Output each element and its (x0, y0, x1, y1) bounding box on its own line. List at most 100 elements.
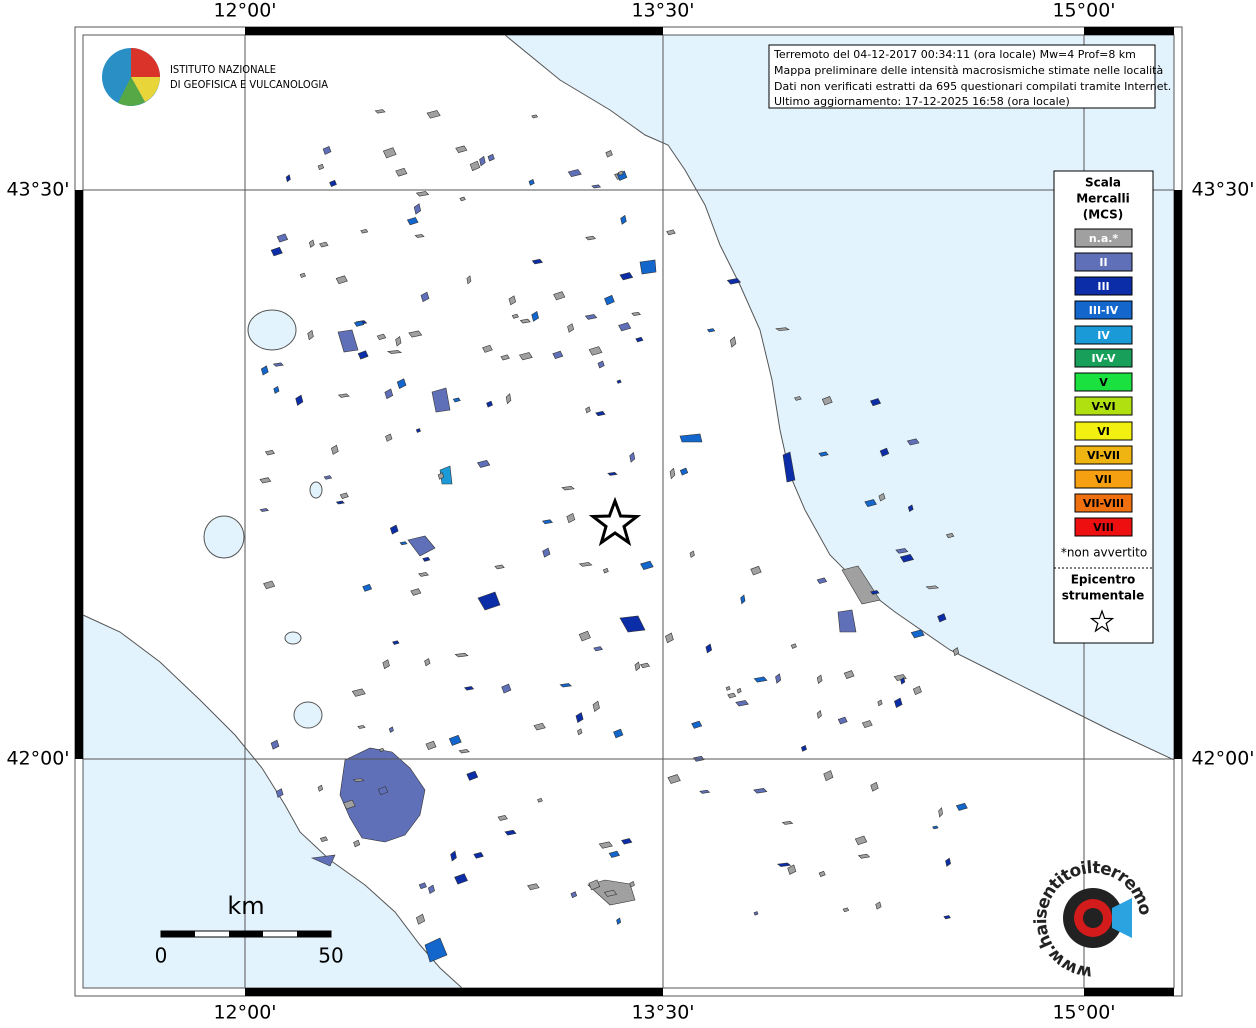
legend-label: III (1097, 280, 1109, 293)
town (408, 330, 423, 338)
lake (293, 701, 323, 729)
scale-end: 50 (318, 944, 343, 968)
frame (74, 26, 1183, 997)
town (603, 889, 618, 897)
town (426, 110, 441, 119)
lon-label: 15°00' (1052, 0, 1115, 22)
legend-swatch (1074, 421, 1133, 441)
town (597, 360, 605, 369)
town (494, 564, 505, 570)
frame-band (1174, 190, 1182, 759)
town (955, 802, 968, 811)
town (561, 485, 575, 491)
town (585, 235, 596, 241)
town (629, 881, 635, 888)
town (634, 661, 641, 672)
town (413, 203, 422, 215)
town (396, 378, 407, 389)
town (319, 836, 328, 843)
town (837, 716, 848, 725)
legend-star (1089, 609, 1115, 633)
town (309, 239, 315, 248)
town (420, 291, 430, 303)
town (285, 174, 291, 183)
town (464, 686, 475, 691)
town (275, 788, 284, 798)
town (310, 854, 336, 867)
town (775, 673, 782, 684)
town (943, 915, 951, 920)
legend-label: VI-VII (1087, 449, 1120, 462)
info-line: Ultimo aggiornamento: 17-12-2025 16:58 (… (774, 95, 1070, 108)
town (843, 670, 855, 679)
town (392, 640, 400, 645)
town (424, 658, 431, 667)
town (794, 396, 802, 401)
legend-label: III-IV (1089, 304, 1119, 317)
town (617, 170, 624, 176)
town (352, 778, 365, 782)
town (578, 630, 591, 642)
town (276, 233, 289, 243)
town (618, 322, 632, 332)
town (667, 774, 681, 784)
town (299, 272, 306, 278)
town (669, 467, 676, 480)
town (864, 499, 877, 508)
town (578, 562, 593, 567)
town (477, 591, 501, 611)
lake (284, 631, 302, 645)
town (567, 169, 582, 177)
town (360, 228, 369, 234)
town (537, 797, 543, 803)
town (912, 685, 922, 696)
town (259, 477, 272, 484)
legend-swatch (1074, 396, 1133, 416)
town (270, 246, 283, 257)
town (567, 323, 575, 333)
town (841, 565, 881, 605)
town (424, 937, 448, 963)
town (531, 114, 539, 119)
town (607, 471, 618, 476)
town (640, 560, 654, 570)
town (842, 907, 850, 913)
town (469, 160, 481, 172)
town (263, 580, 276, 590)
town (952, 647, 960, 657)
town (781, 821, 794, 825)
legend-swatch (1074, 469, 1133, 489)
town (553, 291, 566, 301)
town (878, 493, 886, 502)
town (497, 815, 508, 821)
town (616, 379, 622, 384)
town (439, 465, 453, 485)
town (343, 799, 356, 810)
lat-label: 42°00' (6, 748, 69, 770)
town (479, 155, 486, 167)
legend-title: Scala (1085, 176, 1121, 190)
lon-label: 13°30' (631, 1002, 694, 1024)
town (533, 722, 546, 731)
town (353, 320, 365, 327)
town (782, 451, 796, 483)
info-line: Mappa preliminare delle intensità macros… (774, 64, 1163, 77)
town (577, 728, 583, 736)
town (726, 278, 742, 285)
town (566, 513, 576, 524)
legend-label: IV (1097, 329, 1110, 342)
frame-band (75, 190, 83, 759)
town (323, 475, 333, 480)
town (448, 734, 462, 746)
town (699, 789, 711, 794)
town (875, 901, 882, 910)
legend-swatch (1074, 252, 1133, 272)
town (854, 835, 868, 846)
town (382, 147, 397, 159)
town (879, 447, 890, 457)
lake (309, 481, 323, 499)
logo-segment (131, 77, 160, 102)
town (679, 433, 703, 443)
legend-swatch (1074, 325, 1133, 345)
info-box: Terremoto del 04-12-2017 00:34:11 (ora l… (768, 44, 1171, 109)
